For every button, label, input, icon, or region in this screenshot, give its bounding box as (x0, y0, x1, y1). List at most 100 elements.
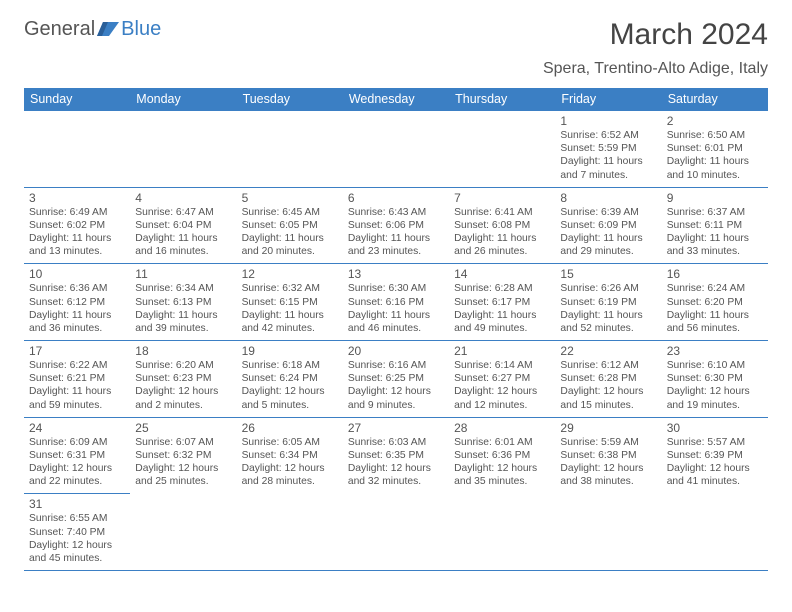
calendar-cell: 4Sunrise: 6:47 AMSunset: 6:04 PMDaylight… (130, 187, 236, 264)
calendar-cell (449, 111, 555, 188)
day-number: 2 (667, 114, 763, 128)
calendar-cell: 6Sunrise: 6:43 AMSunset: 6:06 PMDaylight… (343, 187, 449, 264)
day-info: Sunrise: 6:16 AMSunset: 6:25 PMDaylight:… (348, 359, 444, 412)
logo-flag-icon (97, 22, 119, 38)
calendar-row: 17Sunrise: 6:22 AMSunset: 6:21 PMDayligh… (24, 341, 768, 418)
day-number: 9 (667, 191, 763, 205)
day-info: Sunrise: 6:45 AMSunset: 6:05 PMDaylight:… (242, 206, 338, 259)
day-info: Sunrise: 6:26 AMSunset: 6:19 PMDaylight:… (560, 282, 656, 335)
day-number: 24 (29, 421, 125, 435)
day-number: 15 (560, 267, 656, 281)
day-info: Sunrise: 6:52 AMSunset: 5:59 PMDaylight:… (560, 129, 656, 182)
weekday-header: Thursday (449, 88, 555, 111)
logo-text-general: General (24, 18, 95, 41)
logo: General Blue (24, 18, 161, 41)
day-number: 1 (560, 114, 656, 128)
day-info: Sunrise: 6:10 AMSunset: 6:30 PMDaylight:… (667, 359, 763, 412)
day-info: Sunrise: 6:01 AMSunset: 6:36 PMDaylight:… (454, 436, 550, 489)
day-info: Sunrise: 6:49 AMSunset: 6:02 PMDaylight:… (29, 206, 125, 259)
day-number: 14 (454, 267, 550, 281)
weekday-header: Wednesday (343, 88, 449, 111)
calendar-row: 31Sunrise: 6:55 AMSunset: 7:40 PMDayligh… (24, 494, 768, 571)
day-number: 26 (242, 421, 338, 435)
day-number: 22 (560, 344, 656, 358)
calendar-cell: 14Sunrise: 6:28 AMSunset: 6:17 PMDayligh… (449, 264, 555, 341)
day-number: 25 (135, 421, 231, 435)
calendar-cell: 3Sunrise: 6:49 AMSunset: 6:02 PMDaylight… (24, 187, 130, 264)
day-info: Sunrise: 6:18 AMSunset: 6:24 PMDaylight:… (242, 359, 338, 412)
calendar-cell: 24Sunrise: 6:09 AMSunset: 6:31 PMDayligh… (24, 417, 130, 494)
day-info: Sunrise: 6:39 AMSunset: 6:09 PMDaylight:… (560, 206, 656, 259)
day-number: 7 (454, 191, 550, 205)
calendar-row: 3Sunrise: 6:49 AMSunset: 6:02 PMDaylight… (24, 187, 768, 264)
calendar-body: 1Sunrise: 6:52 AMSunset: 5:59 PMDaylight… (24, 111, 768, 571)
day-number: 28 (454, 421, 550, 435)
calendar-cell: 8Sunrise: 6:39 AMSunset: 6:09 PMDaylight… (555, 187, 661, 264)
calendar-cell (130, 494, 236, 571)
calendar-cell: 28Sunrise: 6:01 AMSunset: 6:36 PMDayligh… (449, 417, 555, 494)
day-number: 12 (242, 267, 338, 281)
day-info: Sunrise: 6:14 AMSunset: 6:27 PMDaylight:… (454, 359, 550, 412)
weekday-header: Friday (555, 88, 661, 111)
weekday-header-row: Sunday Monday Tuesday Wednesday Thursday… (24, 88, 768, 111)
calendar-cell: 21Sunrise: 6:14 AMSunset: 6:27 PMDayligh… (449, 341, 555, 418)
day-number: 18 (135, 344, 231, 358)
calendar-cell (343, 111, 449, 188)
calendar-row: 24Sunrise: 6:09 AMSunset: 6:31 PMDayligh… (24, 417, 768, 494)
day-number: 5 (242, 191, 338, 205)
calendar-cell (343, 494, 449, 571)
calendar-cell (130, 111, 236, 188)
day-number: 23 (667, 344, 763, 358)
day-info: Sunrise: 6:43 AMSunset: 6:06 PMDaylight:… (348, 206, 444, 259)
day-info: Sunrise: 5:59 AMSunset: 6:38 PMDaylight:… (560, 436, 656, 489)
day-number: 6 (348, 191, 444, 205)
calendar-cell: 20Sunrise: 6:16 AMSunset: 6:25 PMDayligh… (343, 341, 449, 418)
calendar-cell: 19Sunrise: 6:18 AMSunset: 6:24 PMDayligh… (237, 341, 343, 418)
day-info: Sunrise: 5:57 AMSunset: 6:39 PMDaylight:… (667, 436, 763, 489)
day-number: 10 (29, 267, 125, 281)
day-number: 27 (348, 421, 444, 435)
day-info: Sunrise: 6:28 AMSunset: 6:17 PMDaylight:… (454, 282, 550, 335)
day-number: 19 (242, 344, 338, 358)
title-block: March 2024 Spera, Trentino-Alto Adige, I… (543, 18, 768, 78)
day-number: 4 (135, 191, 231, 205)
day-number: 29 (560, 421, 656, 435)
calendar-cell: 10Sunrise: 6:36 AMSunset: 6:12 PMDayligh… (24, 264, 130, 341)
day-info: Sunrise: 6:30 AMSunset: 6:16 PMDaylight:… (348, 282, 444, 335)
page-title: March 2024 (543, 18, 768, 52)
calendar-cell: 13Sunrise: 6:30 AMSunset: 6:16 PMDayligh… (343, 264, 449, 341)
day-number: 20 (348, 344, 444, 358)
day-info: Sunrise: 6:41 AMSunset: 6:08 PMDaylight:… (454, 206, 550, 259)
location: Spera, Trentino-Alto Adige, Italy (543, 60, 768, 78)
day-info: Sunrise: 6:32 AMSunset: 6:15 PMDaylight:… (242, 282, 338, 335)
calendar-cell: 18Sunrise: 6:20 AMSunset: 6:23 PMDayligh… (130, 341, 236, 418)
logo-text-blue: Blue (121, 18, 161, 41)
header: General Blue March 2024 Spera, Trentino-… (24, 18, 768, 78)
day-info: Sunrise: 6:22 AMSunset: 6:21 PMDaylight:… (29, 359, 125, 412)
day-info: Sunrise: 6:24 AMSunset: 6:20 PMDaylight:… (667, 282, 763, 335)
calendar-cell (449, 494, 555, 571)
weekday-header: Saturday (662, 88, 768, 111)
day-info: Sunrise: 6:37 AMSunset: 6:11 PMDaylight:… (667, 206, 763, 259)
weekday-header: Monday (130, 88, 236, 111)
day-number: 31 (29, 497, 125, 511)
day-number: 8 (560, 191, 656, 205)
calendar-cell (24, 111, 130, 188)
calendar-cell (662, 494, 768, 571)
calendar-cell: 25Sunrise: 6:07 AMSunset: 6:32 PMDayligh… (130, 417, 236, 494)
day-info: Sunrise: 6:47 AMSunset: 6:04 PMDaylight:… (135, 206, 231, 259)
calendar-cell: 22Sunrise: 6:12 AMSunset: 6:28 PMDayligh… (555, 341, 661, 418)
day-number: 17 (29, 344, 125, 358)
calendar-cell (555, 494, 661, 571)
day-number: 30 (667, 421, 763, 435)
day-number: 3 (29, 191, 125, 205)
calendar-cell: 23Sunrise: 6:10 AMSunset: 6:30 PMDayligh… (662, 341, 768, 418)
day-number: 13 (348, 267, 444, 281)
calendar-cell: 9Sunrise: 6:37 AMSunset: 6:11 PMDaylight… (662, 187, 768, 264)
day-number: 21 (454, 344, 550, 358)
calendar-cell: 27Sunrise: 6:03 AMSunset: 6:35 PMDayligh… (343, 417, 449, 494)
calendar-cell: 17Sunrise: 6:22 AMSunset: 6:21 PMDayligh… (24, 341, 130, 418)
day-info: Sunrise: 6:12 AMSunset: 6:28 PMDaylight:… (560, 359, 656, 412)
calendar-cell (237, 111, 343, 188)
calendar-cell (237, 494, 343, 571)
